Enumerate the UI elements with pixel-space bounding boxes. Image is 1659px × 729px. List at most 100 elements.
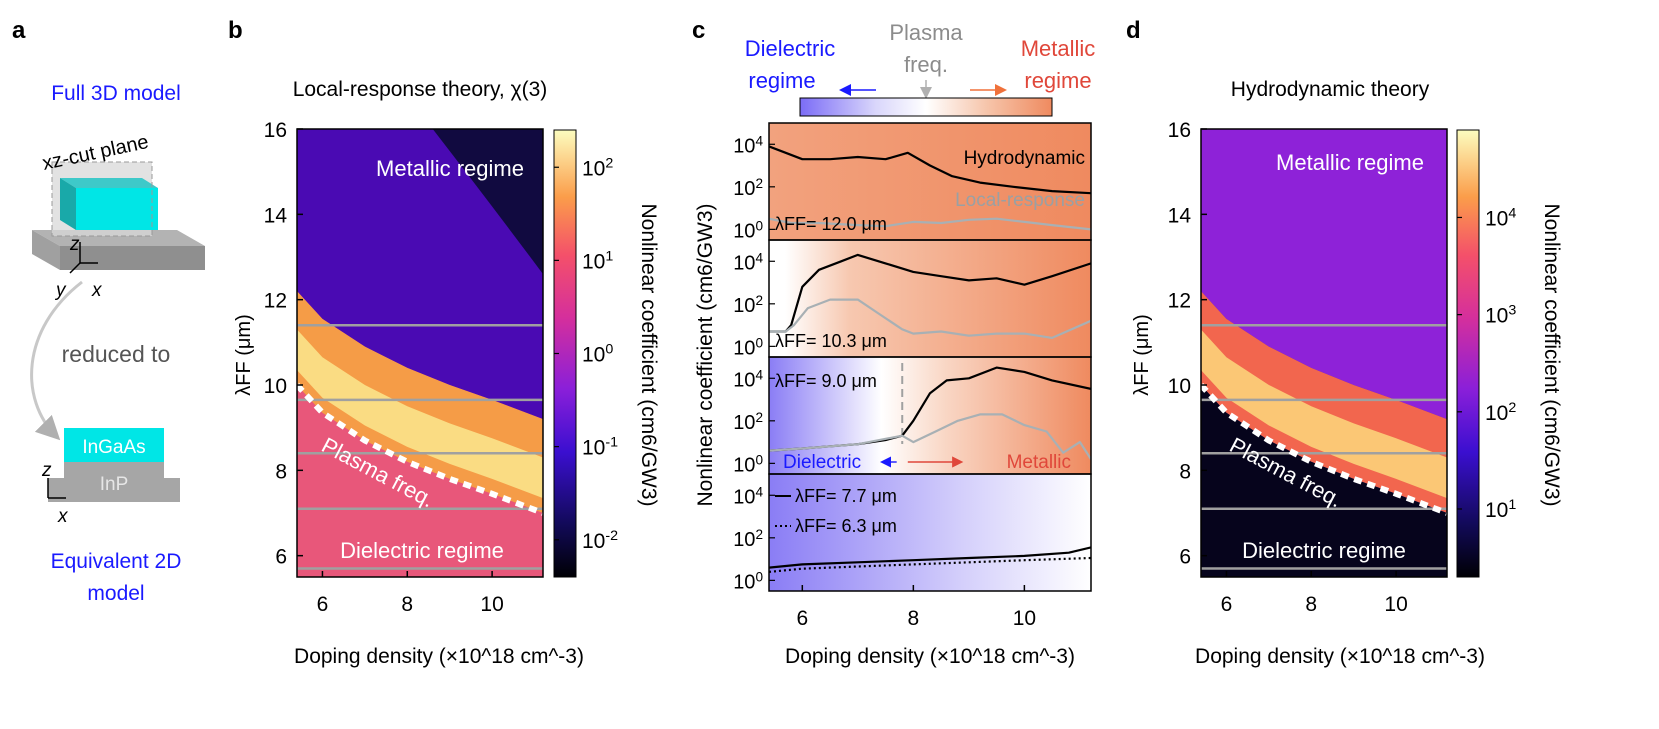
panel-d-title: Hydrodynamic theory bbox=[1231, 78, 1430, 101]
y-tick-label: 16 bbox=[264, 119, 287, 142]
y-tick-label: 100 bbox=[733, 335, 763, 360]
regime-dielectric-1: Dielectric bbox=[745, 36, 835, 61]
x-tick-label: 10 bbox=[480, 593, 503, 616]
panel-c: c Dielectric regime Plasma freq. Metalli… bbox=[692, 17, 1095, 668]
heatmap-d-frame bbox=[1200, 128, 1448, 578]
panel-a-letter: a bbox=[12, 17, 26, 44]
colorbar-label-b: Nonlinear coefficient (cm6/GW3) bbox=[637, 203, 660, 506]
regime-dielectric-2: regime bbox=[748, 68, 815, 93]
axis-y-label: y bbox=[54, 280, 67, 301]
y-tick-label: 16 bbox=[1168, 119, 1191, 142]
inp-layer-base bbox=[48, 478, 180, 502]
x-label-b: Doping density (×10^18 cm^-3) bbox=[294, 645, 584, 668]
regime-metallic-2: regime bbox=[1024, 68, 1091, 93]
y-tick-label: 102 bbox=[733, 175, 763, 200]
regime-plasma-1: Plasma bbox=[889, 20, 963, 45]
y-tick-label: 100 bbox=[733, 452, 763, 477]
series-line bbox=[769, 145, 1091, 195]
x-ticks-c: 6 8 10 bbox=[796, 585, 1036, 630]
x-tick-label: 10 bbox=[1013, 607, 1036, 630]
colorbar-tick-label: 102 bbox=[1485, 400, 1516, 425]
inp-layer-top bbox=[64, 462, 164, 478]
line-subplots bbox=[769, 123, 1091, 591]
annotation-d-dielectric: Dielectric regime bbox=[1242, 538, 1406, 563]
y-tick-label: 14 bbox=[264, 204, 288, 227]
y-ticks-b: 6 8 10 12 14 16 bbox=[264, 119, 303, 569]
y-tick-label: 12 bbox=[264, 290, 287, 313]
axis-z-label: z bbox=[69, 234, 80, 255]
panel-b: b Local-response theory, χ(3) Metallic r… bbox=[228, 17, 660, 668]
series-line bbox=[769, 546, 1091, 569]
plasma-curve-d bbox=[1201, 382, 1447, 516]
plasma-curve-b bbox=[297, 382, 543, 516]
subplot-lambda-label: λFF= 10.3 μm bbox=[775, 331, 887, 351]
heatmap-b-frame bbox=[296, 128, 544, 578]
series-line bbox=[769, 556, 1091, 573]
subplot-background bbox=[769, 123, 1091, 240]
inp-label: InP bbox=[100, 474, 129, 495]
colorbar-tick-label: 10-2 bbox=[582, 528, 618, 553]
y-tick-label: 102 bbox=[733, 409, 763, 434]
y-tick-label: 10 bbox=[264, 375, 287, 398]
panel-d: d Hydrodynamic theory Metallic regime Pl… bbox=[1126, 17, 1563, 668]
subplot-frames bbox=[768, 122, 1092, 592]
series-label-local-response: Local-response bbox=[955, 190, 1085, 211]
x-ticks-b: 6 8 10 bbox=[317, 571, 504, 616]
series-label-hydrodynamic: Hydrodynamic bbox=[964, 148, 1085, 169]
colorbar-label-d: Nonlinear coefficient (cm6/GW3) bbox=[1540, 203, 1563, 506]
y-label-b: λFF (μm) bbox=[233, 314, 255, 396]
y-tick-label: 104 bbox=[733, 484, 763, 509]
annotation-b-metallic: Metallic regime bbox=[376, 156, 524, 181]
colorbar-tick-label: 102 bbox=[582, 155, 613, 180]
x-label-c: Doping density (×10^18 cm^-3) bbox=[785, 645, 1075, 668]
series-line bbox=[769, 217, 1091, 231]
panel-b-letter: b bbox=[228, 17, 243, 44]
legend-label: λFF= 7.7 μm bbox=[795, 486, 897, 506]
heatmap-d-metallic-region bbox=[1201, 129, 1447, 420]
equiv-title-2: model bbox=[87, 582, 144, 605]
subplot-background bbox=[769, 474, 1091, 591]
panel-c-letter: c bbox=[692, 17, 705, 44]
y-label-d: λFF (μm) bbox=[1131, 314, 1153, 396]
annotation-metallic: Metallic bbox=[1007, 452, 1071, 473]
reduction-arrow bbox=[30, 280, 83, 441]
colorbar-tick-label: 10-1 bbox=[582, 435, 618, 460]
series-line bbox=[769, 413, 1091, 460]
panel-a: a Full 3D model xz-cut plane z y x reduc… bbox=[12, 17, 205, 605]
series-line bbox=[769, 253, 1091, 333]
heatmap-b-band-core bbox=[297, 329, 543, 499]
y-tick-label: 100 bbox=[733, 569, 763, 594]
y-tick-label: 100 bbox=[733, 218, 763, 243]
annotation-b-dielectric: Dielectric regime bbox=[340, 538, 504, 563]
x-tick-label: 8 bbox=[908, 607, 920, 630]
y-tick-label: 104 bbox=[733, 133, 763, 158]
x-tick-label: 6 bbox=[796, 607, 808, 630]
y-tick-label: 8 bbox=[1179, 460, 1191, 483]
y-tick-label: 102 bbox=[733, 526, 763, 551]
annotation-dielectric: Dielectric bbox=[783, 452, 861, 473]
subplot-labels: λFF= 12.0 μm Hydrodynamic Local-response λF… bbox=[775, 148, 1085, 536]
axis-x2-label: x bbox=[57, 506, 69, 527]
y-tick-label: 104 bbox=[733, 250, 763, 275]
subplot-background bbox=[769, 240, 1091, 357]
colorbar-tick-label: 103 bbox=[1485, 303, 1516, 328]
y-tick-label: 14 bbox=[1168, 204, 1192, 227]
annotation-d-metallic: Metallic regime bbox=[1276, 150, 1424, 175]
panel-b-title: Local-response theory, χ(3) bbox=[293, 78, 548, 101]
y-tick-label: 104 bbox=[733, 367, 763, 392]
colorbar-tick-label: 101 bbox=[582, 248, 613, 273]
equiv-title-1: Equivalent 2D bbox=[51, 550, 182, 573]
x-tick-label: 8 bbox=[1305, 593, 1317, 616]
colorbar-tick-label: 101 bbox=[1485, 497, 1516, 522]
heatmap-d-dielectric-region bbox=[1201, 385, 1447, 577]
heatmap-d-band-core bbox=[1201, 329, 1447, 499]
colorbar-ticks-b: 10-2 10-1 100 101 102 bbox=[554, 155, 618, 553]
heatmap-b-dark-corner bbox=[432, 129, 543, 275]
x-ticks-d: 6 8 10 bbox=[1221, 571, 1408, 616]
y-tick-label: 8 bbox=[275, 460, 287, 483]
y-tick-label: 6 bbox=[275, 546, 287, 569]
x-tick-label: 8 bbox=[401, 593, 413, 616]
regime-colorbar bbox=[799, 97, 1053, 117]
colorbar-ticks-d: 101 102 103 104 bbox=[1457, 205, 1516, 522]
subplot-lambda-label: λFF= 9.0 μm bbox=[775, 371, 877, 391]
